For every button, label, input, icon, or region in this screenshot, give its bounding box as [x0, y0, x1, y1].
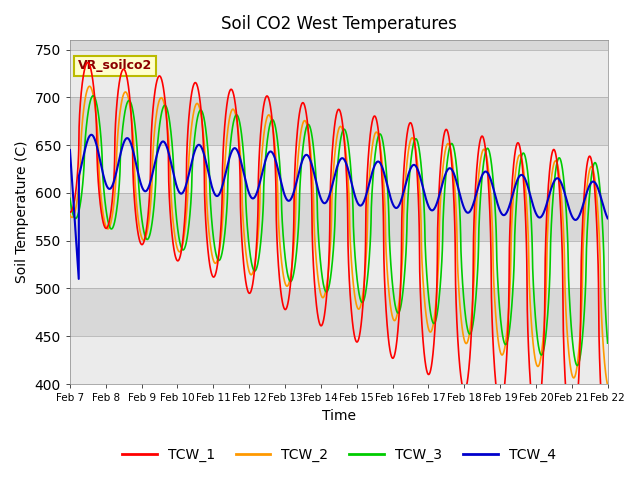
Line: TCW_3: TCW_3 [70, 96, 607, 366]
TCW_1 [604, 453, 611, 458]
TCW_3 [593, 166, 601, 171]
Y-axis label: Soil Temperature (C): Soil Temperature (C) [15, 141, 29, 283]
TCW_3 [573, 363, 581, 369]
Line: TCW_2: TCW_2 [70, 86, 607, 385]
TCW_1 [66, 209, 74, 215]
TCW_2 [604, 383, 611, 388]
TCW_3 [66, 195, 74, 201]
TCW_3 [273, 129, 280, 135]
TCW_3 [127, 102, 135, 108]
TCW_4 [536, 215, 543, 220]
TCW_2 [66, 212, 74, 217]
TCW_4 [75, 276, 83, 282]
TCW_3 [159, 104, 167, 110]
TCW_4 [296, 166, 303, 172]
TCW_1 [84, 60, 92, 65]
Legend: TCW_1, TCW_2, TCW_3, TCW_4: TCW_1, TCW_2, TCW_3, TCW_4 [116, 443, 561, 468]
TCW_1 [296, 109, 303, 115]
Bar [70, 336, 607, 384]
TCW_2 [296, 139, 303, 144]
TCW_2 [536, 361, 543, 367]
TCW_3 [604, 340, 611, 346]
TCW_1 [159, 85, 167, 91]
TCW_3 [536, 348, 543, 353]
Bar [70, 49, 607, 97]
Line: TCW_1: TCW_1 [70, 62, 607, 456]
TCW_2 [273, 160, 280, 166]
Bar [70, 240, 607, 288]
TCW_2 [86, 84, 93, 89]
X-axis label: Time: Time [322, 408, 356, 422]
Bar [70, 145, 607, 193]
TCW_1 [127, 117, 135, 122]
TCW_1 [593, 234, 601, 240]
TCW_4 [160, 139, 168, 144]
TCW_2 [127, 115, 135, 120]
TCW_4 [604, 216, 611, 221]
TCW_2 [593, 200, 601, 205]
Title: Soil CO2 West Temperatures: Soil CO2 West Temperatures [221, 15, 457, 33]
TCW_2 [159, 98, 167, 104]
TCW_1 [536, 408, 543, 414]
TCW_4 [128, 143, 136, 148]
TCW_3 [89, 93, 97, 98]
Text: VR_soilco2: VR_soilco2 [78, 60, 152, 72]
TCW_4 [88, 132, 95, 138]
TCW_4 [66, 147, 74, 153]
TCW_4 [273, 160, 280, 166]
TCW_3 [296, 191, 303, 196]
TCW_4 [593, 184, 601, 190]
TCW_1 [273, 217, 280, 223]
Line: TCW_4: TCW_4 [70, 135, 607, 279]
